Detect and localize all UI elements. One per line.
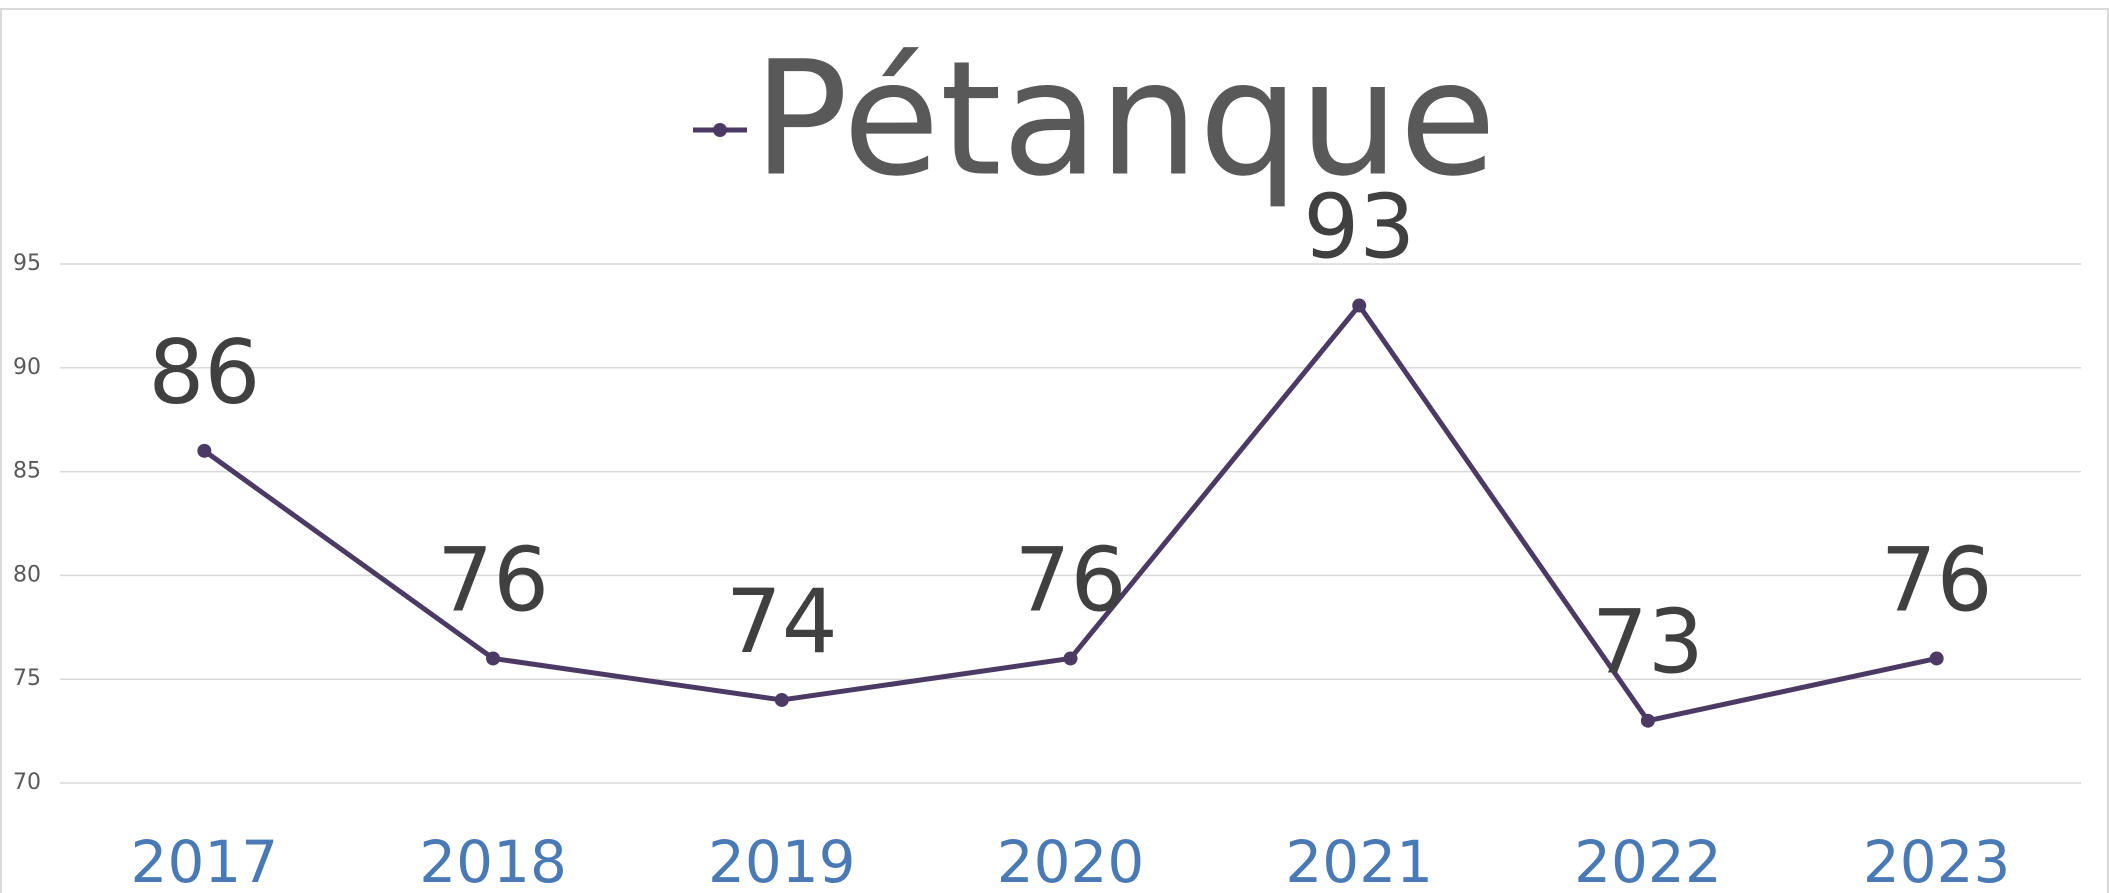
- chart-frame: [0, 8, 2109, 893]
- x-tick-label: 2017: [131, 828, 279, 893]
- x-tick-label: 2022: [1574, 828, 1722, 893]
- data-point: [1929, 651, 1944, 666]
- data-point: [197, 443, 212, 458]
- data-label: 93: [1303, 175, 1415, 278]
- data-label: 86: [148, 321, 260, 424]
- y-tick-label: 90: [13, 355, 41, 380]
- data-point: [774, 692, 789, 707]
- legend-label: Pétanque: [753, 27, 1496, 211]
- y-tick-label: 85: [13, 459, 41, 484]
- y-tick-label: 80: [13, 562, 41, 587]
- y-tick-label: 75: [13, 666, 41, 691]
- y-tick-label: 95: [13, 251, 41, 276]
- data-label: 76: [437, 528, 549, 631]
- data-label: 76: [1881, 528, 1993, 631]
- x-tick-label: 2023: [1863, 828, 2011, 893]
- x-tick-label: 2020: [997, 828, 1145, 893]
- data-label: 76: [1015, 528, 1127, 631]
- y-tick-label: 70: [13, 770, 41, 795]
- data-point: [1063, 651, 1078, 666]
- data-point: [1640, 713, 1655, 728]
- x-tick-label: 2019: [708, 828, 856, 893]
- data-point: [1352, 298, 1367, 313]
- x-tick-label: 2021: [1285, 828, 1433, 893]
- data-label: 73: [1592, 591, 1704, 694]
- x-tick-label: 2018: [419, 828, 567, 893]
- data-point: [486, 651, 501, 666]
- data-label: 74: [726, 570, 838, 673]
- legend-marker: [713, 123, 727, 137]
